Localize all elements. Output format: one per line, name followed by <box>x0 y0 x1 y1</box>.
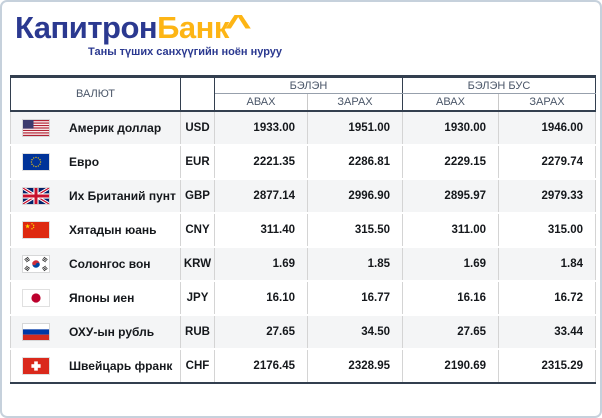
cash-sell-rate: 2328.95 <box>307 348 403 384</box>
cash-sell-rate: 2286.81 <box>307 144 403 180</box>
table-row-cny: Хятадын юань CNY 311.40 315.50 311.00 31… <box>10 212 597 248</box>
ru-flag-icon <box>23 323 49 340</box>
bank-logo[interactable]: КапитронБанк^ Таны түших санхүүгийн ноён… <box>15 8 283 59</box>
col-header-cash-sell: ЗАРАХ <box>307 93 403 112</box>
cash-buy-rate: 2221.35 <box>214 144 308 180</box>
noncash-buy-rate: 1.69 <box>402 246 499 282</box>
currency-name: Солонгос вон <box>69 256 151 271</box>
currency-code: CNY <box>180 212 215 248</box>
table-row-jpy: Японы иен JPY 16.10 16.77 16.16 16.72 <box>10 280 597 316</box>
cash-sell-rate: 2996.90 <box>307 178 403 214</box>
cash-sell-rate: 315.50 <box>307 212 403 248</box>
currency-code: JPY <box>180 280 215 316</box>
cash-buy-rate: 2877.14 <box>214 178 308 214</box>
noncash-sell-rate: 315.00 <box>498 212 597 248</box>
noncash-sell-rate: 2979.33 <box>498 178 597 214</box>
col-header-noncash-buy: АВАХ <box>402 93 499 112</box>
ch-flag-icon <box>23 357 49 374</box>
table-row-usd: Америк доллар USD 1933.00 1951.00 1930.0… <box>10 110 597 146</box>
col-header-noncash-sell: ЗАРАХ <box>498 93 597 112</box>
currency-code: CHF <box>180 348 215 384</box>
table-row-eur: Евро EUR 2221.35 2286.81 2229.15 2279.74 <box>10 144 597 180</box>
noncash-buy-rate: 27.65 <box>402 314 499 350</box>
currency-name: Японы иен <box>69 290 135 305</box>
cash-sell-rate: 1951.00 <box>307 110 403 146</box>
noncash-buy-rate: 2190.69 <box>402 348 499 384</box>
us-flag-icon <box>23 119 49 136</box>
cash-buy-rate: 16.10 <box>214 280 308 316</box>
currency-name: Евро <box>69 154 100 169</box>
noncash-buy-rate: 2229.15 <box>402 144 499 180</box>
jp-flag-icon <box>23 289 49 306</box>
uk-flag-icon <box>23 187 49 204</box>
currency-code: KRW <box>180 246 215 282</box>
currency-code: EUR <box>180 144 215 180</box>
cash-sell-rate: 34.50 <box>307 314 403 350</box>
currency-name: Америк доллар <box>69 120 162 135</box>
noncash-sell-rate: 2315.29 <box>498 348 597 384</box>
cash-buy-rate: 311.40 <box>214 212 308 248</box>
noncash-buy-rate: 16.16 <box>402 280 499 316</box>
caret-icon: ^ <box>224 8 251 43</box>
col-header-code <box>180 76 215 112</box>
table-row-rub: ОХУ-ын рубль RUB 27.65 34.50 27.65 33.44 <box>10 314 597 350</box>
kr-flag-icon <box>23 255 49 272</box>
col-header-cash-buy: АВАХ <box>214 93 308 112</box>
currency-code: RUB <box>180 314 215 350</box>
table-row-chf: Швейцарь франк CHF 2176.45 2328.95 2190.… <box>10 348 597 384</box>
currency-name: Швейцарь франк <box>69 358 173 373</box>
cash-buy-rate: 1.69 <box>214 246 308 282</box>
noncash-sell-rate: 2279.74 <box>498 144 597 180</box>
cash-buy-rate: 1933.00 <box>214 110 308 146</box>
noncash-sell-rate: 1946.00 <box>498 110 597 146</box>
currency-name: Хятадын юань <box>69 222 157 237</box>
cash-sell-rate: 16.77 <box>307 280 403 316</box>
noncash-buy-rate: 311.00 <box>402 212 499 248</box>
noncash-buy-rate: 2895.97 <box>402 178 499 214</box>
currency-code: USD <box>180 110 215 146</box>
bank-wordmark: КапитронБанк^ <box>15 8 282 46</box>
currency-name: ОХУ-ын рубль <box>69 324 155 339</box>
wordmark-primary: Капитрон <box>15 10 158 45</box>
noncash-buy-rate: 1930.00 <box>402 110 499 146</box>
cash-sell-rate: 1.85 <box>307 246 403 282</box>
col-group-cash: БЭЛЭН <box>214 76 403 94</box>
currency-code: GBP <box>180 178 215 214</box>
cash-buy-rate: 27.65 <box>214 314 308 350</box>
eu-flag-icon <box>23 153 49 170</box>
exchange-rates-table: ВАЛЮТ БЭЛЭН БЭЛЭН БУС АВАХ ЗАРАХ АВАХ ЗА… <box>10 75 597 384</box>
table-row-gbp: Их Британий пунт GBP 2877.14 2996.90 289… <box>10 178 597 214</box>
noncash-sell-rate: 33.44 <box>498 314 597 350</box>
cash-buy-rate: 2176.45 <box>214 348 308 384</box>
noncash-sell-rate: 16.72 <box>498 280 597 316</box>
currency-name: Их Британий пунт <box>69 188 176 203</box>
col-header-currency: ВАЛЮТ <box>10 76 181 112</box>
table-row-krw: Солонгос вон KRW 1.69 1.85 1.69 1.84 <box>10 246 597 282</box>
bank-tagline: Таны түших санхүүгийн ноён нуруу <box>88 46 283 59</box>
noncash-sell-rate: 1.84 <box>498 246 597 282</box>
col-group-noncash: БЭЛЭН БУС <box>402 76 597 94</box>
wordmark-secondary: Банк <box>157 10 229 45</box>
cn-flag-icon <box>23 221 49 238</box>
